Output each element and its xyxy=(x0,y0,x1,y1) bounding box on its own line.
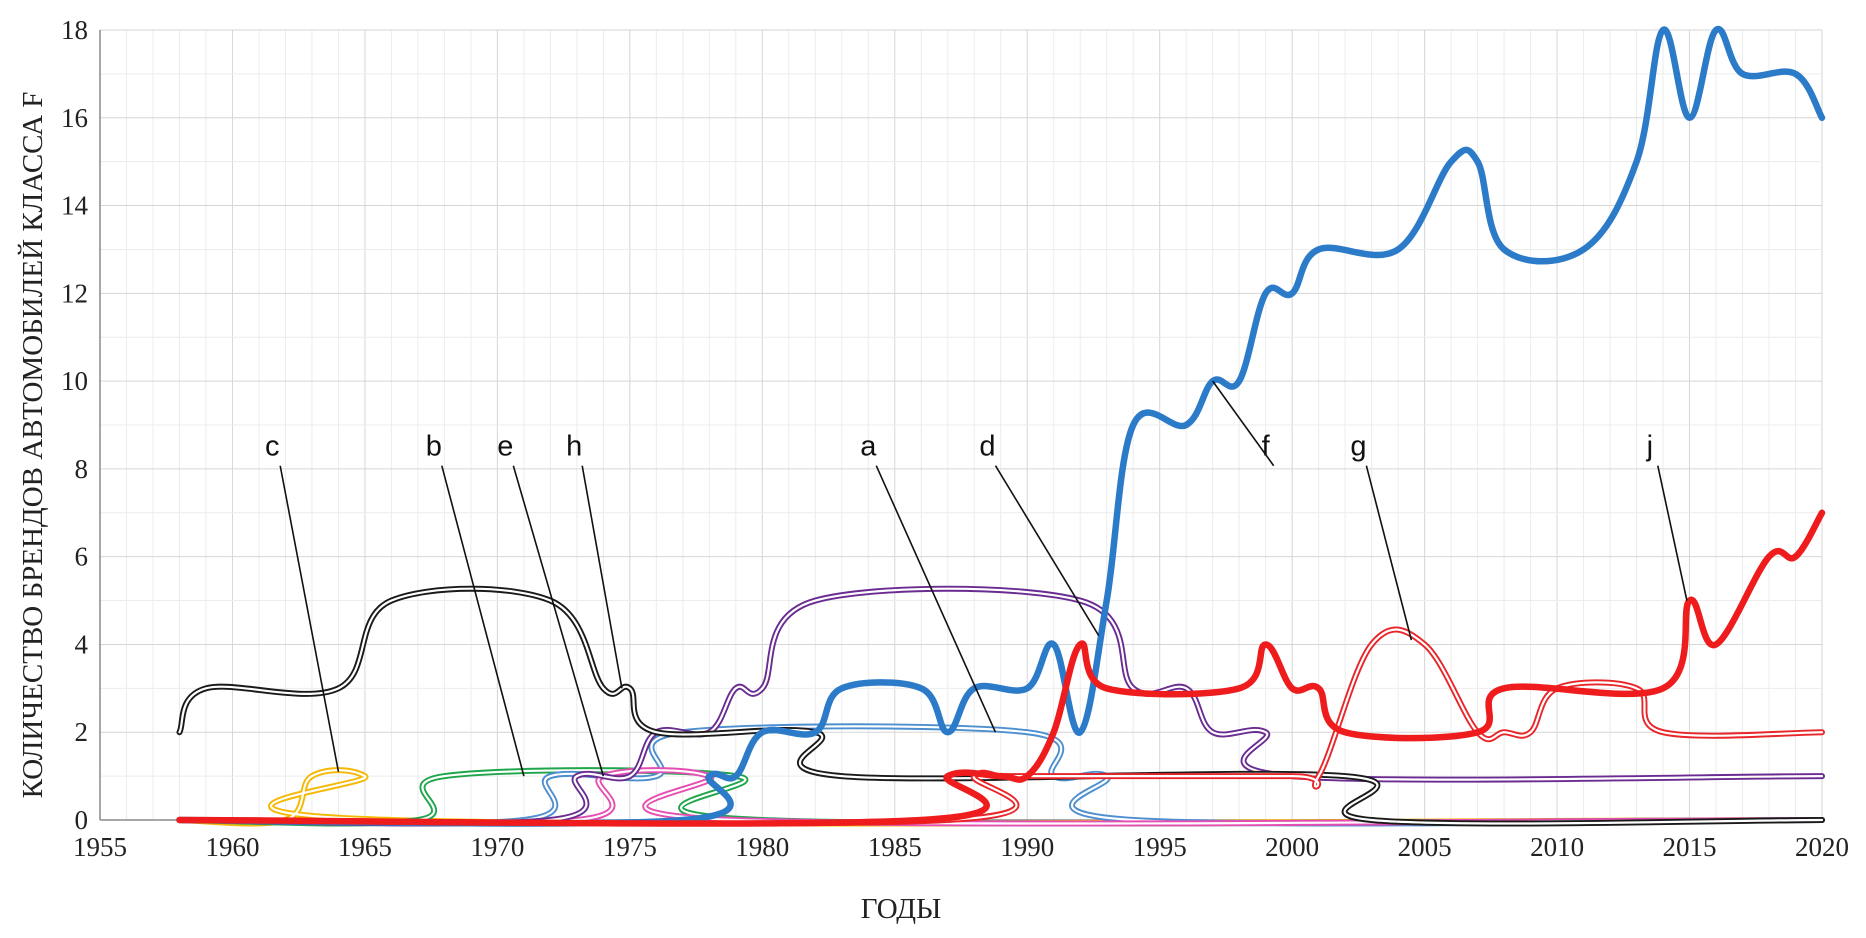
annotation-leader-c xyxy=(279,465,340,772)
x-tick-label: 1955 xyxy=(73,832,127,862)
y-axis-title: КОЛИЧЕСТВО БРЕНДОВ АВТОМОБИЛЕЙ КЛАССА F xyxy=(17,92,49,799)
annotation-leader-g xyxy=(1365,465,1413,641)
y-tick-label: 4 xyxy=(75,629,89,659)
x-tick-label: 2015 xyxy=(1663,832,1717,862)
annotation-leader-f xyxy=(1212,380,1275,467)
annotation-label-e: e xyxy=(497,431,513,463)
x-tick-label: 1985 xyxy=(868,832,922,862)
axes: 1955 1960 1965 1970 1975 1980 1985 1990 1995 2000… xyxy=(61,15,1849,862)
y-tick-label: 8 xyxy=(75,454,89,484)
series-lines xyxy=(176,25,1826,827)
series-line-f xyxy=(176,25,1826,827)
y-tick-label: 2 xyxy=(75,717,89,747)
y-tick-label: 10 xyxy=(61,366,88,396)
x-tick-label: 2005 xyxy=(1398,832,1452,862)
y-tick-label: 14 xyxy=(61,191,89,221)
annotation-label-f: f xyxy=(1262,431,1271,463)
x-tick-label: 2010 xyxy=(1530,832,1584,862)
y-tick-label: 18 xyxy=(61,15,88,45)
annotation-leader-j xyxy=(1657,465,1688,601)
x-axis-title: ГОДЫ xyxy=(861,893,942,925)
series-line-inner-g xyxy=(178,628,1824,825)
annotation-leader-a xyxy=(875,465,997,733)
series-a xyxy=(176,585,1825,827)
annotation-label-h: h xyxy=(566,431,582,463)
x-tick-label: 1975 xyxy=(603,832,657,862)
annotation-leader-b xyxy=(441,465,525,777)
series-line-j xyxy=(176,509,1826,827)
y-tick-label: 16 xyxy=(61,103,88,133)
annotation-leader-h xyxy=(581,465,623,689)
x-tick-label: 1980 xyxy=(735,832,789,862)
x-tick-label: 1995 xyxy=(1133,832,1187,862)
annotation-label-c: c xyxy=(265,431,280,463)
annotation-leader-e xyxy=(512,465,605,777)
x-tick-label: 1990 xyxy=(1000,832,1054,862)
series-line-inner-a xyxy=(178,587,1824,825)
annotation-label-a: a xyxy=(860,431,877,463)
x-tick-label: 1965 xyxy=(338,832,392,862)
y-tick-label: 0 xyxy=(75,805,89,835)
x-tick-label: 1970 xyxy=(470,832,524,862)
series-g xyxy=(176,626,1825,827)
series-f xyxy=(176,25,1826,827)
annotation-leader-d xyxy=(994,465,1100,637)
x-tick-label: 2020 xyxy=(1795,832,1849,862)
x-tick-label: 1960 xyxy=(205,832,259,862)
x-tick-label: 2000 xyxy=(1265,832,1319,862)
annotation-label-j: j xyxy=(1646,431,1653,463)
annotation-label-g: g xyxy=(1350,431,1366,463)
y-tick-label: 12 xyxy=(61,278,88,308)
annotation-label-b: b xyxy=(426,431,442,463)
series-d xyxy=(176,585,1825,827)
series-j xyxy=(176,509,1826,827)
series-line-inner-d xyxy=(178,587,1824,825)
annotation-label-d: d xyxy=(979,431,995,463)
y-tick-label: 6 xyxy=(75,542,89,572)
